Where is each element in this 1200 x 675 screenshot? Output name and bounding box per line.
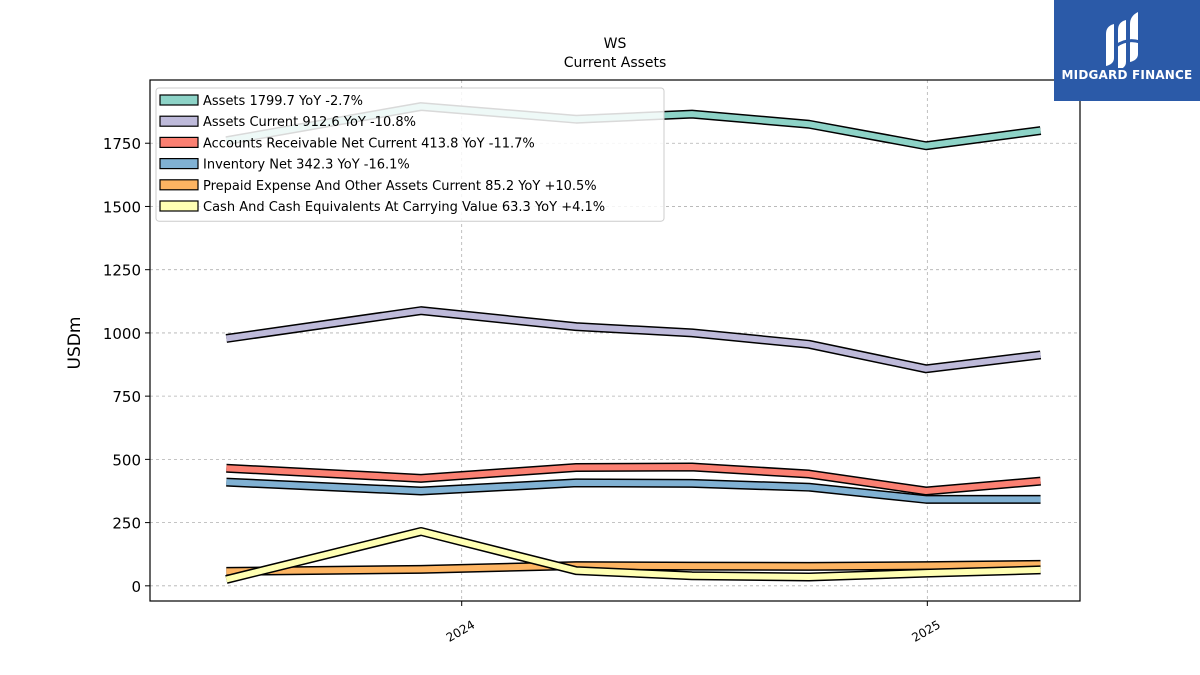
- legend-swatch: [159, 179, 199, 191]
- y-tick-label: 1250: [103, 262, 141, 280]
- legend-swatch: [159, 200, 199, 212]
- y-tick-label: 500: [112, 451, 141, 469]
- legend-label: Assets Current 912.6 YoY -10.8%: [203, 115, 416, 130]
- series-line: [226, 477, 1041, 504]
- series-line: [225, 306, 1042, 374]
- company-logo: MIDGARD FINANCE: [1054, 0, 1200, 101]
- legend-label: Assets 1799.7 YoY -2.7%: [203, 94, 363, 109]
- y-tick-label: 1750: [103, 135, 141, 153]
- logo-mark-icon: [1106, 12, 1141, 68]
- x-tick-label: 2025: [909, 617, 942, 644]
- legend-swatch: [159, 115, 199, 127]
- legend-label: Accounts Receivable Net Current 413.8 Yo…: [203, 136, 535, 151]
- y-axis: 0 250 500 750 1000 1250 1500 1750: [103, 135, 150, 596]
- y-tick-label: 250: [112, 515, 141, 533]
- series-stroke: [225, 307, 1041, 372]
- legend-label: Prepaid Expense And Other Assets Current…: [203, 179, 597, 194]
- y-tick-label: 750: [112, 388, 141, 406]
- y-tick-label: 1500: [103, 198, 141, 216]
- legend: Assets 1799.7 YoY -2.7% Assets Current 91…: [155, 87, 665, 222]
- legend-label: Cash And Cash Equivalents At Carrying Va…: [203, 200, 605, 215]
- logo-text: MIDGARD FINANCE: [1061, 68, 1193, 82]
- series-stroke: [226, 479, 1041, 503]
- chart-subtitle: Current Assets: [564, 55, 667, 71]
- series-layer: [225, 102, 1042, 584]
- series-stroke: [226, 561, 1041, 575]
- y-tick-label: 0: [131, 578, 141, 596]
- chart-title: WS: [604, 36, 627, 52]
- x-tick-label: 2024: [444, 617, 477, 644]
- legend-label: Inventory Net 342.3 YoY -16.1%: [203, 158, 410, 173]
- legend-swatch: [159, 136, 199, 148]
- y-tick-label: 1000: [103, 325, 141, 343]
- legend-swatch: [159, 158, 199, 170]
- y-axis-label: USDm: [65, 317, 85, 370]
- legend-swatch: [159, 94, 199, 106]
- series-line: [226, 462, 1041, 496]
- series-stroke: [226, 463, 1041, 494]
- series-stroke: [225, 528, 1041, 583]
- legend-box: [155, 87, 665, 222]
- series-line: [225, 526, 1041, 584]
- series-line: [226, 559, 1041, 576]
- plot-frame: [149, 79, 1081, 602]
- x-axis: 2024 2025: [444, 601, 943, 645]
